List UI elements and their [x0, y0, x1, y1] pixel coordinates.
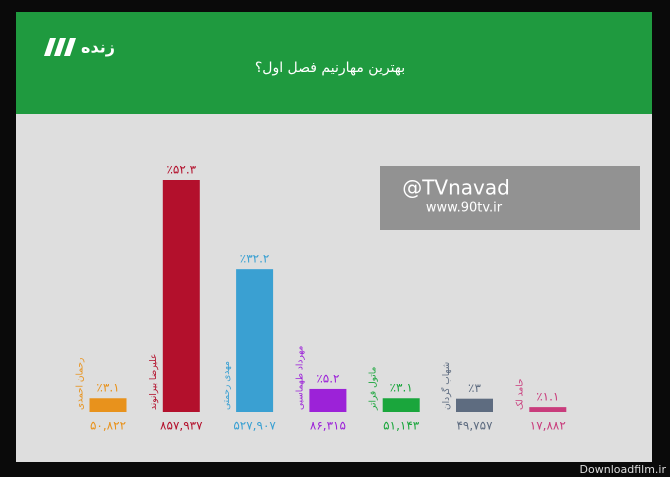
- logo: [44, 38, 76, 56]
- value-label: ٪۵.۲: [316, 371, 339, 385]
- category-label: مهدی رحمتی: [222, 361, 232, 410]
- bar: [382, 398, 420, 412]
- channel-name: زنده: [81, 38, 115, 57]
- chart-title: بهترین مهارنیم فصل اول؟: [255, 60, 405, 76]
- vote-label: ۸۵۷,۹۳۷: [160, 419, 203, 433]
- category-label: ماتول فراتر: [369, 366, 379, 411]
- vote-label: ۵۰,۸۲۲: [90, 419, 126, 433]
- vote-label: ۵۲۷,۹۰۷: [233, 419, 276, 433]
- vote-label: ۵۱,۱۴۳: [383, 419, 420, 433]
- value-label: ٪۳.۱: [96, 381, 119, 395]
- category-label: رحمان احمدی: [76, 358, 86, 410]
- category-label: حامد لک: [515, 378, 525, 410]
- bar: [89, 398, 127, 412]
- vote-label: ۴۹,۷۵۷: [456, 419, 493, 433]
- bar: [236, 269, 274, 412]
- category-label: شهاب گردان: [440, 362, 452, 410]
- vote-label: ۱۷,۸۸۲: [530, 419, 566, 433]
- value-label: ٪۵۲.۳: [166, 163, 196, 177]
- value-label: ٪۱.۱: [536, 390, 559, 404]
- bar: [456, 398, 493, 412]
- header: [16, 12, 652, 114]
- watermark-handle: @TVnavad: [402, 176, 510, 200]
- value-label: ٪۳: [468, 381, 481, 395]
- bar: [162, 180, 200, 412]
- bar: [529, 407, 567, 412]
- value-label: ٪۳۲.۲: [240, 252, 270, 266]
- bar: [309, 388, 347, 412]
- value-label: ٪۳.۱: [390, 381, 413, 395]
- footer: Downloadfilm.ir: [580, 463, 667, 476]
- category-label: مهرداد طهماسبی: [295, 345, 305, 410]
- watermark-url: www.90tv.ir: [426, 201, 503, 216]
- vote-label: ۸۶,۳۱۵: [310, 419, 346, 433]
- category-label: علیرضا بیرانوند: [149, 354, 159, 410]
- watermark-box: [380, 166, 640, 230]
